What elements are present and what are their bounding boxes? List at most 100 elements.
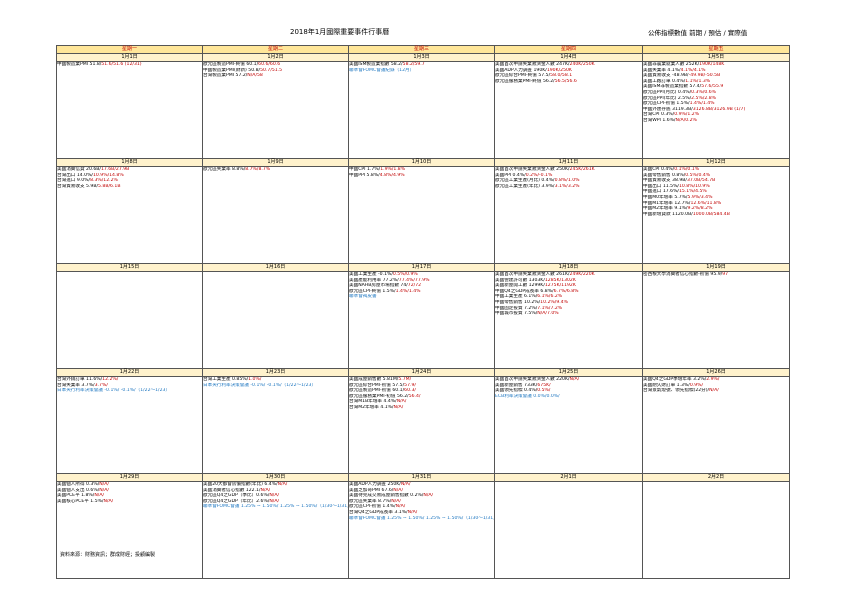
indicator-actual-value: /8.2% xyxy=(699,206,713,212)
indicator-actual-value: /59.7 xyxy=(412,62,425,68)
indicator-forecast: 5.9% xyxy=(687,194,700,200)
event-line: 美國ISM製造業指數 58.2/58.2/59.7 xyxy=(349,62,494,68)
indicator-actual-value: / xyxy=(414,388,416,394)
indicator-actual-value: / xyxy=(431,493,434,499)
date-cell: 1月2日 xyxy=(202,53,349,62)
indicator-forecast: 6.1% xyxy=(537,294,549,300)
indicator-forecast: N/A xyxy=(395,504,404,510)
indicator-actual-value: /3126.9B (1/7) xyxy=(712,106,746,112)
indicator-forecast: 0.9% xyxy=(674,112,686,118)
indicator-forecast: N/A xyxy=(393,487,402,493)
date-cell: 1月29日 xyxy=(56,473,203,482)
indicator-forecast: 8.7% xyxy=(245,167,257,173)
page-title: 2018年1月國際重要事件行事曆 xyxy=(290,28,390,36)
indicator-actual-value: / xyxy=(418,393,421,399)
indicator-forecast: N/A xyxy=(99,482,108,488)
indicator-forecast: 2.9% xyxy=(706,377,718,383)
event-line: 美國PPI 0.4%/0.2%/-0.1% xyxy=(495,172,642,179)
date-cell: 2月1日 xyxy=(494,473,643,482)
event-line: 歐元區失業率 8.7%/N/A/ xyxy=(350,498,494,505)
indicator-actual-value: /0.2% xyxy=(683,117,697,123)
indicator-actual-value: /148K xyxy=(710,62,725,68)
event-line: 歐元區綜合PMI-初值 57.5/57.9/ xyxy=(350,383,494,389)
indicator-actual-value: /9.4% xyxy=(554,299,568,305)
indicator-actual: 美國ISM製造業指數 58.2/ xyxy=(349,62,403,68)
event-line: 美國ADP人力調查 190K/190K/250K xyxy=(496,68,642,74)
indicator-forecast: 1275K xyxy=(544,283,560,289)
indicator-actual: 台灣外銷訂單 11.6%/ xyxy=(57,377,103,383)
event-line: 美國消費者信心指數 122.1/N/A/ xyxy=(204,487,348,494)
indicator-forecast: 10.2% xyxy=(540,299,555,305)
indicator-actual-value: /584.4B xyxy=(712,211,730,217)
day-events-cell xyxy=(494,481,643,579)
indicator-forecast: N/A xyxy=(709,388,718,394)
indicator-actual: 歐元區綜合PMI-終值 57.5/ xyxy=(495,73,551,79)
indicator-actual: 台灣貿易收支 5.9B/ xyxy=(57,183,99,189)
indicator-actual-value: / xyxy=(409,377,412,383)
indicator-forecast: 1.4% xyxy=(689,101,702,107)
indicator-actual: 美國PPI 0.4%/ xyxy=(495,172,526,178)
meeting-event: 聯準會FOMC會議 1.25% ~ 1.50%/ 1.25% ~ 1.50%/（… xyxy=(349,515,494,521)
event-line: 歐元區PPI(年比) 2.5%/2.5%/2.8% xyxy=(644,95,789,102)
indicator-forecast: 37.0B xyxy=(686,178,701,184)
event-line: 美國非農業就業人數 252K/190K/148K xyxy=(644,62,789,68)
indicator-actual-value: / xyxy=(277,498,280,504)
indicator-forecast: 0.3% xyxy=(691,89,703,95)
day-events-cell: 中國製造業PMI 51.8/51.6/51.6 (12/31) xyxy=(56,61,203,159)
indicator-actual-value: /4.9% xyxy=(391,172,405,178)
indicator-actual-value: /1.4% xyxy=(407,288,421,294)
indicator-actual-value: / xyxy=(401,487,403,493)
indicator-forecast: 0.5% xyxy=(392,272,405,278)
indicator-actual: 美國ADP人力調查 250K/ xyxy=(349,482,401,488)
event-line: 歐元區Q4之GDP（季比）0.6%/N/A/ xyxy=(204,493,348,499)
indicator-forecast: 0.2% xyxy=(525,172,538,178)
indicator-forecast: 17.6B xyxy=(100,167,115,173)
indicator-actual: 台灣M2年增率 4.1%/ xyxy=(349,404,394,410)
date-cell: 1月8日 xyxy=(56,158,203,167)
indicator-forecast: N/A xyxy=(269,498,278,504)
indicator-actual-value: / xyxy=(399,498,401,504)
event-line: 中國零售銷售 10.2%/10.2%/9.4% xyxy=(496,299,642,306)
day-events-cell: 美國Q4之GDP季增年率 3.2%/2.9%/美國耐久財訂單 1.3%/0.9%… xyxy=(642,376,790,474)
indicator-actual: 美國待完成交易成屋銷售指數 0.2%/ xyxy=(349,493,424,499)
indicator-actual-value: /3.4% xyxy=(699,194,713,200)
indicator-actual-value: / xyxy=(268,487,271,493)
event-line: 聯準會褐皮書 xyxy=(349,294,494,300)
day-events-cell: 歐元區失業率 8.8%/8.7%/8.7% xyxy=(202,166,349,264)
indicator-forecast: 4.8% xyxy=(379,172,392,178)
indicator-forecast: 3.7% xyxy=(94,382,107,388)
indicator-forecast: 2.5% xyxy=(691,95,703,101)
event-line: 台灣Q4之GDP成長率 3.1%/N/A/ xyxy=(350,510,494,516)
indicator-actual: 台灣景氣燈號、領先指標(22分)/ xyxy=(643,388,710,394)
indicator-forecast: N/A xyxy=(94,493,103,499)
event-line: 美國首次申請失業救濟金人數 247K/240K/250K xyxy=(496,62,642,68)
day-events-cell: 台灣工業生產 0.85%/1.0%/日本央行利率決策會議 -0.1%/ -0.1… xyxy=(202,376,349,474)
event-line: 中國固定投資 7.2%/7.1%/7.2% xyxy=(496,306,642,312)
indicator-actual-value: / xyxy=(701,382,704,388)
indicator-actual: 中國出口 11.5%/ xyxy=(643,183,679,189)
date-row: 1月1日 1月2日 1月3日 1月4日 1月5日 xyxy=(56,53,790,62)
date-cell: 1月31日 xyxy=(348,473,495,482)
indicator-actual: 美國失業率 4.1%/ xyxy=(643,67,681,73)
event-line: 歐元區工業生產(年比) 3.9%/3.1%/3.2% xyxy=(496,184,642,190)
indicator-forecast: 0.9% xyxy=(689,382,702,388)
event-line: 中國貿易收支 38.9B/37.0B/54.7B xyxy=(644,178,789,184)
meeting-event: 聯準會褐皮書 xyxy=(349,294,377,300)
indicator-actual-value: / xyxy=(404,399,407,405)
indicator-actual-value: /8.7% xyxy=(256,167,271,173)
indicator-actual: 台灣M1B年增率 4.4%/ xyxy=(349,399,397,405)
day-events-cell: 美國成屋銷售數 5.81M/5.7M/歐元區綜合PMI-初值 57.5/57.9… xyxy=(348,376,495,474)
event-line: 美國工業生產 -0.1%/0.5%/0.9% xyxy=(350,272,494,278)
indicator-actual: 美國20大都會房價指數(年比) 6.4%/ xyxy=(203,482,278,488)
event-line: 台灣貿易收支 5.9B/5.8B/6.1B xyxy=(57,183,202,190)
event-line: 中國工業生產 6.1%/6.1%/6.2% xyxy=(496,294,642,300)
indicator-actual-value: /-0.1% xyxy=(537,172,553,178)
indicator-actual-value: / xyxy=(717,388,719,394)
date-cell: 1月18日 xyxy=(494,263,643,272)
indicator-forecast: 240K xyxy=(569,62,582,68)
indicator-actual-value: /51.6 (12/31) xyxy=(111,62,142,68)
indicator-actual-value: / xyxy=(111,498,114,504)
indicator-actual: 美國NAHB房屋市場指數 74/ xyxy=(349,283,408,289)
events-row: 美國個人所得 0.3%/N/A/美國個人支出 0.6%/N/A/美國PCE平 1… xyxy=(56,481,790,579)
event-line: 歐元區PPI(月比) 0.4%/0.3%/0.6% xyxy=(644,89,789,96)
